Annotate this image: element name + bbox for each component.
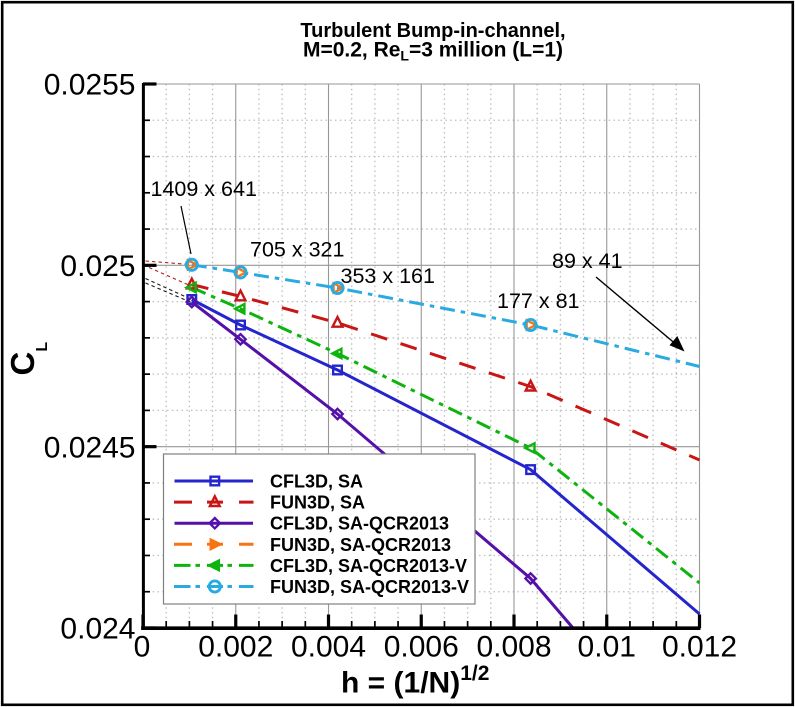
svg-text:0.004: 0.004 [291,631,366,664]
svg-text:0.0245: 0.0245 [44,431,136,464]
svg-text:0.006: 0.006 [384,631,459,664]
svg-text:FUN3D, SA-QCR2013-V: FUN3D, SA-QCR2013-V [270,577,469,597]
svg-text:0: 0 [134,631,151,664]
svg-text:0.0255: 0.0255 [44,69,136,102]
svg-text:M=0.2, ReL=3 million (L=1): M=0.2, ReL=3 million (L=1) [303,38,563,63]
svg-text:0.002: 0.002 [198,631,273,664]
svg-text:FUN3D, SA-QCR2013: FUN3D, SA-QCR2013 [270,535,451,555]
svg-text:705 x 321: 705 x 321 [250,238,344,262]
svg-text:353 x 161: 353 x 161 [341,264,435,288]
svg-text:FUN3D, SA: FUN3D, SA [270,493,365,513]
svg-text:CFL3D, SA: CFL3D, SA [270,472,363,492]
svg-text:0.012: 0.012 [662,631,737,664]
svg-text:CFL3D, SA-QCR2013-V: CFL3D, SA-QCR2013-V [270,556,467,576]
svg-text:0.024: 0.024 [60,613,135,646]
svg-text:0.01: 0.01 [578,631,636,664]
svg-text:89 x 41: 89 x 41 [552,249,623,273]
svg-text:1409 x 641: 1409 x 641 [151,177,257,201]
svg-text:177 x 81: 177 x 81 [497,289,579,313]
svg-text:0.025: 0.025 [60,250,135,283]
svg-text:CFL3D, SA-QCR2013: CFL3D, SA-QCR2013 [270,514,449,534]
svg-text:Turbulent Bump-in-channel,: Turbulent Bump-in-channel, [300,20,565,42]
svg-text:0.008: 0.008 [476,631,551,664]
